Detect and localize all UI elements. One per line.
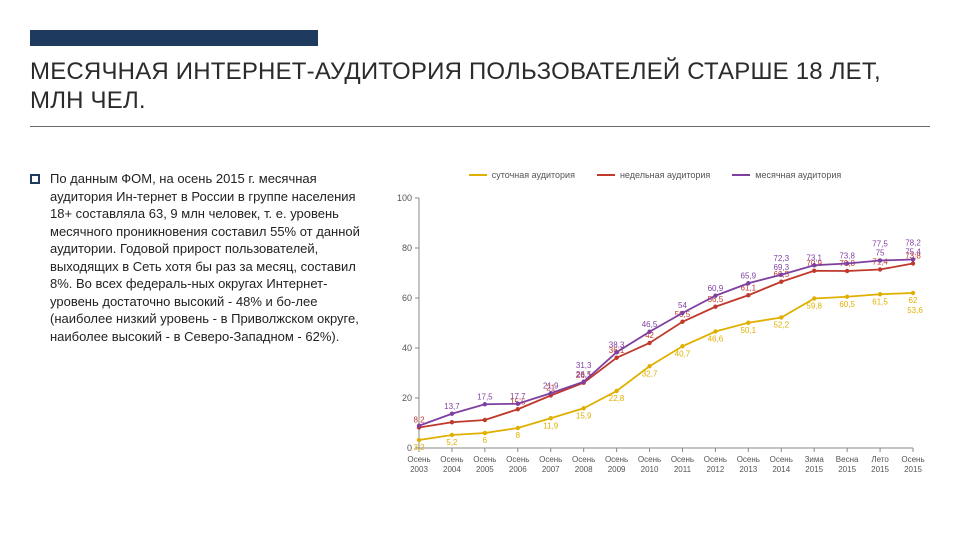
legend-item: месячная аудитория [732,170,841,180]
svg-text:2007: 2007 [542,465,560,474]
svg-text:52,2: 52,2 [773,321,789,330]
svg-text:75: 75 [876,249,885,258]
svg-text:65,9: 65,9 [741,271,757,280]
svg-text:Лето: Лето [871,455,889,464]
chart-container: суточная аудитория недельная аудитория мес… [380,170,930,510]
legend-swatch [597,174,615,176]
svg-text:5,2: 5,2 [446,438,458,447]
svg-text:2015: 2015 [904,465,922,474]
slide: МЕСЯЧНАЯ ИНТЕРНЕТ-АУДИТОРИЯ ПОЛЬЗОВАТЕЛЕ… [0,0,960,540]
svg-text:Зима: Зима [805,455,825,464]
svg-text:Осень: Осень [407,455,430,464]
chart-legend: суточная аудитория недельная аудитория мес… [380,170,930,180]
svg-text:2013: 2013 [739,465,757,474]
svg-text:2008: 2008 [575,465,593,474]
svg-text:17,7: 17,7 [510,392,526,401]
square-bullet-icon [30,174,40,184]
svg-text:Осень: Осень [770,455,793,464]
svg-text:2015: 2015 [805,465,823,474]
svg-text:77,5: 77,5 [872,240,888,249]
svg-text:11,9: 11,9 [543,421,559,430]
svg-text:50,1: 50,1 [741,326,757,335]
svg-text:60,5: 60,5 [839,300,855,309]
title-underline [30,126,930,127]
svg-text:Осень: Осень [473,455,496,464]
svg-text:2010: 2010 [641,465,659,474]
svg-text:73,1: 73,1 [806,253,822,262]
legend-label: недельная аудитория [620,170,710,180]
svg-text:13,7: 13,7 [444,402,460,411]
svg-text:Осень: Осень [440,455,463,464]
svg-text:Осень: Осень [572,455,595,464]
svg-text:Осень: Осень [737,455,760,464]
svg-text:78,2: 78,2 [905,239,921,248]
svg-text:8,2: 8,2 [413,416,425,425]
svg-text:60,9: 60,9 [708,284,724,293]
svg-text:Весна: Весна [836,455,859,464]
svg-text:Осень: Осень [506,455,529,464]
svg-text:3,2: 3,2 [413,443,425,452]
svg-text:2015: 2015 [838,465,856,474]
legend-item: суточная аудитория [469,170,575,180]
svg-text:2015: 2015 [871,465,889,474]
svg-text:38,3: 38,3 [609,340,625,349]
svg-text:46,6: 46,6 [708,335,724,344]
svg-text:Осень: Осень [704,455,727,464]
legend-label: суточная аудитория [492,170,575,180]
svg-text:75,4: 75,4 [905,248,921,257]
page-title: МЕСЯЧНАЯ ИНТЕРНЕТ-АУДИТОРИЯ ПОЛЬЗОВАТЕЛЕ… [30,58,930,116]
svg-text:59,8: 59,8 [806,302,822,311]
svg-text:2014: 2014 [772,465,790,474]
svg-text:69,3: 69,3 [773,263,789,272]
svg-text:60: 60 [402,293,412,303]
svg-text:21,9: 21,9 [543,381,559,390]
svg-text:Осень: Осень [539,455,562,464]
svg-text:0: 0 [407,443,412,453]
legend-label: месячная аудитория [755,170,841,180]
svg-text:2009: 2009 [608,465,626,474]
accent-bar [30,30,318,46]
line-chart: 020406080100Осень2003Осень2004Осень2005О… [380,170,930,490]
svg-text:2011: 2011 [674,465,692,474]
svg-text:6: 6 [483,436,488,445]
svg-text:Осень: Осень [605,455,628,464]
svg-text:8: 8 [516,431,521,440]
svg-text:72,3: 72,3 [773,254,789,263]
svg-text:54: 54 [678,301,687,310]
svg-text:20: 20 [402,393,412,403]
svg-text:17,5: 17,5 [477,392,493,401]
svg-text:40,7: 40,7 [675,349,691,358]
svg-text:Осень: Осень [638,455,661,464]
svg-text:73,8: 73,8 [839,252,855,261]
body-text-block: По данным ФОМ, на осень 2015 г. месячная… [30,170,360,510]
svg-text:2003: 2003 [410,465,428,474]
legend-swatch [469,174,487,176]
body-text: По данным ФОМ, на осень 2015 г. месячная… [50,170,360,345]
svg-text:15,9: 15,9 [576,411,592,420]
svg-text:80: 80 [402,243,412,253]
content-row: По данным ФОМ, на осень 2015 г. месячная… [30,170,930,510]
legend-swatch [732,174,750,176]
svg-text:61,5: 61,5 [872,297,888,306]
svg-text:2012: 2012 [707,465,725,474]
svg-text:53,6: 53,6 [907,306,923,315]
svg-text:31,3: 31,3 [576,361,592,370]
svg-text:100: 100 [397,193,412,203]
svg-text:62: 62 [909,296,918,305]
svg-text:22,8: 22,8 [609,394,625,403]
svg-text:40: 40 [402,343,412,353]
svg-text:2006: 2006 [509,465,527,474]
svg-text:Осень: Осень [901,455,924,464]
legend-item: недельная аудитория [597,170,710,180]
svg-text:Осень: Осень [671,455,694,464]
svg-text:26,5: 26,5 [576,370,592,379]
svg-text:32,7: 32,7 [642,369,658,378]
title-block: МЕСЯЧНАЯ ИНТЕРНЕТ-АУДИТОРИЯ ПОЛЬЗОВАТЕЛЕ… [30,58,930,127]
svg-text:2005: 2005 [476,465,494,474]
svg-text:46,5: 46,5 [642,320,658,329]
svg-text:2004: 2004 [443,465,461,474]
